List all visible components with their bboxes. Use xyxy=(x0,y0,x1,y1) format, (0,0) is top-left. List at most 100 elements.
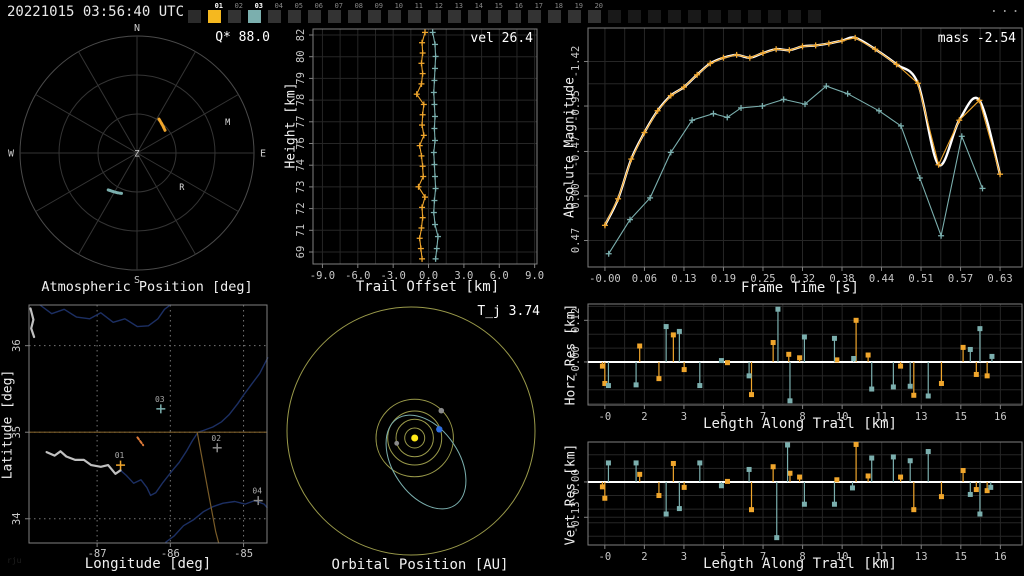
frame-square[interactable] xyxy=(808,10,821,23)
frame-tab-14[interactable]: 14 xyxy=(468,2,484,23)
frame-square[interactable] xyxy=(248,10,261,23)
frame-tab-overflow[interactable] xyxy=(628,2,641,23)
frame-square[interactable] xyxy=(468,10,481,23)
frame-square[interactable] xyxy=(408,10,421,23)
svg-text:0.13: 0.13 xyxy=(671,273,696,285)
frame-square[interactable] xyxy=(288,10,301,23)
frame-square[interactable] xyxy=(268,10,281,23)
frame-number: 02 xyxy=(233,2,244,10)
frame-square[interactable] xyxy=(608,10,621,23)
frame-tab-overflow[interactable] xyxy=(688,2,701,23)
frame-tab-15[interactable]: 15 xyxy=(488,2,504,23)
frame-tab-01[interactable]: 01 xyxy=(208,2,224,23)
frame-tab-10[interactable]: 10 xyxy=(388,2,404,23)
svg-text:2: 2 xyxy=(641,411,647,423)
frame-square[interactable] xyxy=(748,10,761,23)
frame-number: 18 xyxy=(553,2,564,10)
frame-square[interactable] xyxy=(188,10,201,23)
frame-square[interactable] xyxy=(728,10,741,23)
frame-tab-overflow[interactable] xyxy=(708,2,721,23)
frame-tab-08[interactable]: 08 xyxy=(348,2,364,23)
frame-square[interactable] xyxy=(628,10,641,23)
svg-text:0.0: 0.0 xyxy=(419,270,438,282)
frame-square[interactable] xyxy=(228,10,241,23)
sun-dot xyxy=(411,434,419,442)
frame-tab-overflow[interactable] xyxy=(748,2,761,23)
frame-tab-overflow[interactable] xyxy=(648,2,661,23)
frame-square[interactable] xyxy=(368,10,381,23)
frame-tab-19[interactable]: 19 xyxy=(568,2,584,23)
frame-tab-overflow[interactable] xyxy=(728,2,741,23)
frame-tab-03[interactable]: 03 xyxy=(248,2,264,23)
frame-square[interactable] xyxy=(448,10,461,23)
map-station-02: 02 xyxy=(211,434,222,453)
svg-text:Z: Z xyxy=(134,150,140,160)
svg-text:15: 15 xyxy=(954,411,967,423)
frame-tab-17[interactable]: 17 xyxy=(528,2,544,23)
frame-tab-13[interactable]: 13 xyxy=(448,2,464,23)
frame-tab-overflow[interactable] xyxy=(668,2,681,23)
svg-text:-0.95: -0.95 xyxy=(570,90,582,122)
height-ylabel: Height [km] xyxy=(283,82,299,169)
svg-text:11: 11 xyxy=(875,551,888,563)
atmospheric-position-title: Atmospheric Position [deg] xyxy=(41,279,253,295)
svg-text:S: S xyxy=(134,275,140,286)
frame-number: 07 xyxy=(333,2,344,10)
frame-square[interactable] xyxy=(488,10,501,23)
svg-text:E: E xyxy=(260,149,266,160)
frame-square[interactable] xyxy=(568,10,581,23)
svg-text:01: 01 xyxy=(115,451,125,460)
svg-text:02: 02 xyxy=(211,434,221,443)
frame-square[interactable] xyxy=(428,10,441,23)
frame-square[interactable] xyxy=(788,10,801,23)
orbital-position-title: Orbital Position [AU] xyxy=(331,557,509,573)
frame-square[interactable] xyxy=(668,10,681,23)
frame-square[interactable] xyxy=(548,10,561,23)
frame-tab-11[interactable]: 11 xyxy=(408,2,424,23)
frame-tab-overflow[interactable] xyxy=(608,2,621,23)
magnitude-chart: -0.00 0.06 0.13 0.19 0.25 0.32 0.38 0.44 0.51 0.5… xyxy=(570,27,1023,285)
frame-tab-02[interactable]: 02 xyxy=(228,2,244,23)
frame-square[interactable] xyxy=(708,10,721,23)
frame-tab-overflow[interactable] xyxy=(808,2,821,23)
frame-tab-12[interactable]: 12 xyxy=(428,2,444,23)
svg-text:-0.13: -0.13 xyxy=(570,501,582,533)
frame-square[interactable] xyxy=(328,10,341,23)
svg-text:0.12: 0.12 xyxy=(570,308,582,333)
svg-text:3: 3 xyxy=(681,551,687,563)
frame-square[interactable] xyxy=(528,10,541,23)
mercury-dot xyxy=(394,440,400,446)
frame-tab-overflow[interactable] xyxy=(768,2,781,23)
frame-tab-04[interactable]: 04 xyxy=(268,2,284,23)
frame-square[interactable] xyxy=(648,10,661,23)
svg-text:03: 03 xyxy=(155,395,165,404)
frame-square[interactable] xyxy=(388,10,401,23)
frame-square[interactable] xyxy=(208,10,221,23)
frame-square[interactable] xyxy=(308,10,321,23)
frame-square[interactable] xyxy=(688,10,701,23)
frame-square[interactable] xyxy=(768,10,781,23)
frame-tab-05[interactable]: 05 xyxy=(288,2,304,23)
frame-square[interactable] xyxy=(508,10,521,23)
frame-tab-07[interactable]: 07 xyxy=(328,2,344,23)
frame-tab-16[interactable]: 16 xyxy=(508,2,524,23)
svg-text:-0.47: -0.47 xyxy=(570,136,582,168)
frame-tab-18[interactable]: 18 xyxy=(548,2,564,23)
q-star-value: Q* 88.0 xyxy=(215,30,270,45)
more-frames-ellipsis[interactable]: ... xyxy=(990,1,1023,16)
frame-tab-06[interactable]: 06 xyxy=(308,2,324,23)
frame-tab-overflow[interactable] xyxy=(788,2,801,23)
vert-res-ylabel: Vert Res [km] xyxy=(563,443,579,546)
frame-tab-20[interactable]: 20 xyxy=(588,2,604,23)
frame-tab-09[interactable]: 09 xyxy=(368,2,384,23)
svg-text:34: 34 xyxy=(11,512,23,525)
svg-text:16: 16 xyxy=(994,551,1007,563)
frame-square[interactable] xyxy=(348,10,361,23)
frame-square[interactable] xyxy=(588,10,601,23)
frame-number: 09 xyxy=(373,2,384,10)
frame-number: 03 xyxy=(253,2,264,10)
svg-text:73: 73 xyxy=(295,181,307,194)
frame-tab-leading[interactable] xyxy=(188,2,201,23)
